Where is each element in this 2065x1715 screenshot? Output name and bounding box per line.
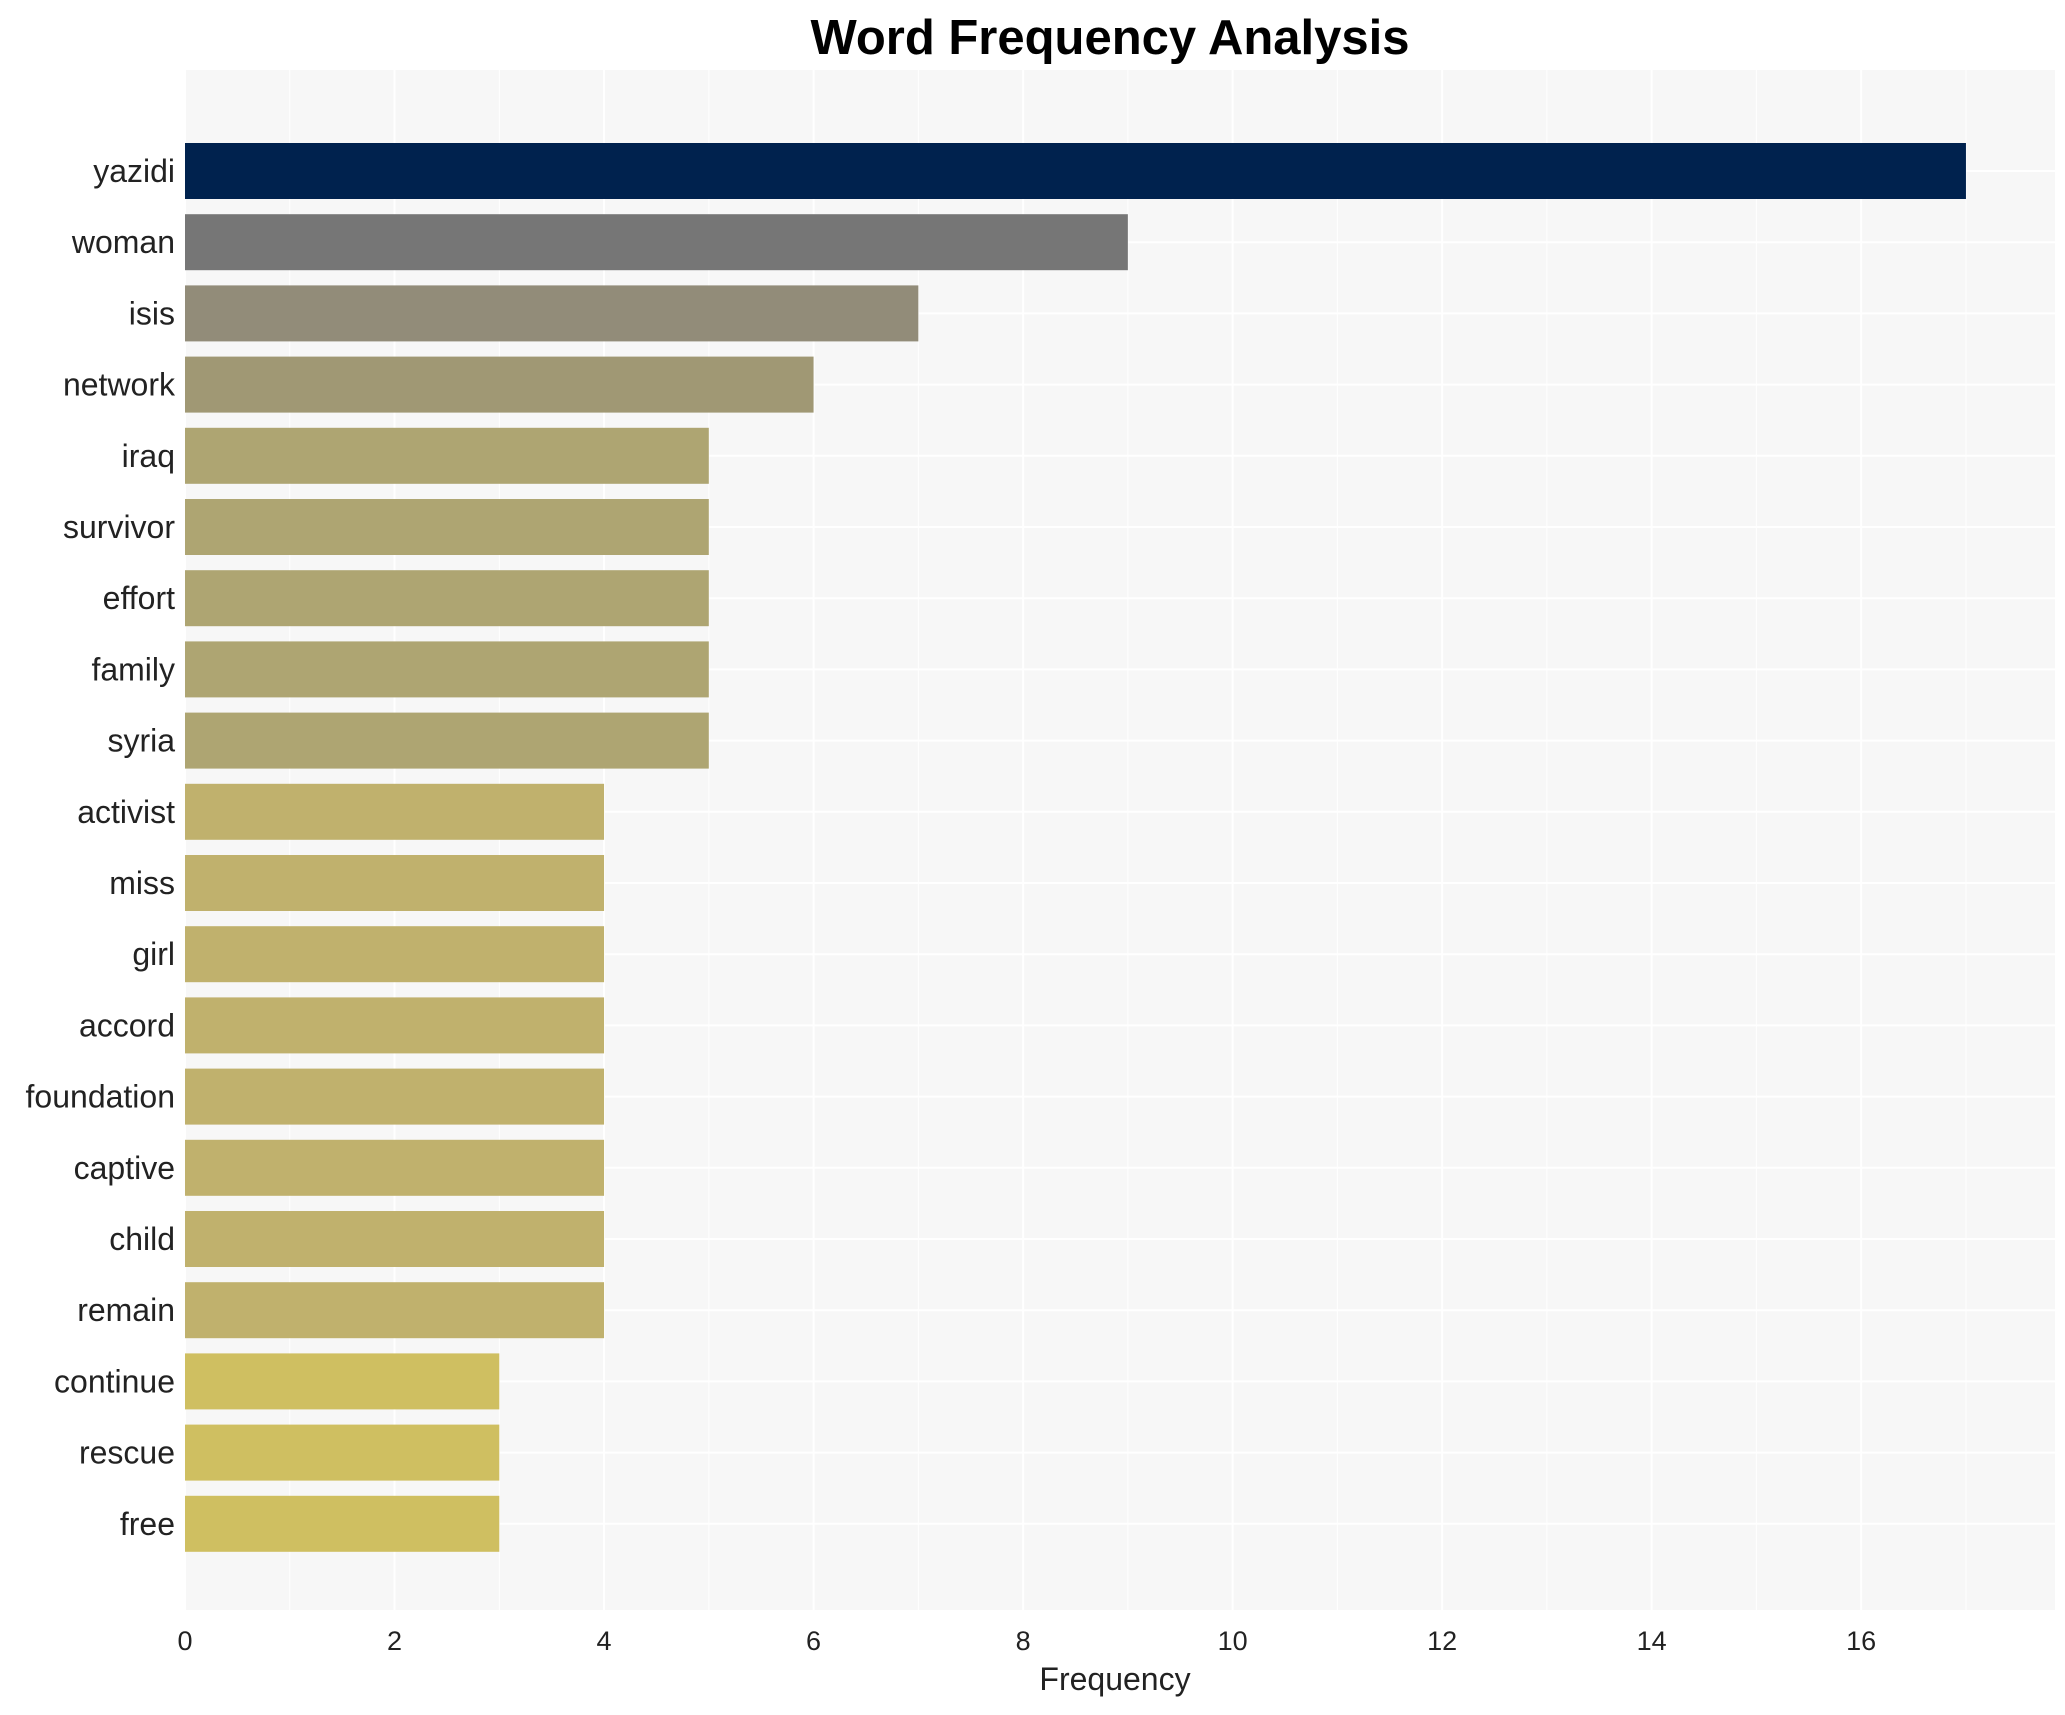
bar-continue: [185, 1353, 500, 1410]
category-label: effort: [103, 580, 175, 616]
bar-activist: [185, 783, 605, 840]
category-label: yazidi: [93, 153, 175, 189]
chart-title: Word Frequency Analysis: [810, 11, 1409, 65]
category-label: network: [63, 367, 176, 403]
category-label: woman: [71, 224, 175, 260]
bar-survivor: [185, 499, 709, 555]
x-tick-label: 4: [597, 1626, 612, 1656]
x-tick-label: 16: [1846, 1626, 1876, 1656]
x-tick-label: 12: [1427, 1626, 1457, 1656]
bar-family: [185, 641, 709, 698]
category-label: child: [109, 1221, 175, 1257]
x-tick-label: 2: [387, 1626, 402, 1656]
x-tick-label: 0: [177, 1626, 192, 1656]
category-label: miss: [109, 865, 175, 901]
category-label: captive: [74, 1150, 175, 1186]
category-label: rescue: [79, 1435, 175, 1471]
bar-foundation: [185, 1068, 605, 1125]
category-label: activist: [77, 794, 175, 830]
bar-girl: [185, 926, 605, 983]
category-label: iraq: [122, 438, 175, 474]
bar-free: [185, 1495, 500, 1552]
category-label: continue: [54, 1363, 175, 1399]
bar-rescue: [185, 1424, 500, 1481]
bar-remain: [185, 1282, 605, 1339]
x-tick-label: 14: [1637, 1626, 1667, 1656]
bar-network: [185, 356, 814, 413]
category-label: girl: [132, 936, 175, 972]
x-tick-label: 10: [1218, 1626, 1248, 1656]
category-label: survivor: [63, 509, 175, 545]
bar-woman: [185, 214, 1128, 271]
bar-miss: [185, 855, 605, 911]
category-label: family: [91, 651, 175, 687]
x-tick-label: 6: [806, 1626, 821, 1656]
category-label: syria: [107, 723, 175, 759]
bar-isis: [185, 285, 919, 342]
x-axis-title: Frequency: [1039, 1661, 1190, 1697]
x-tick-labels: 0 2 4 6 8 10 12 14 16: [177, 1626, 1876, 1656]
bar-captive: [185, 1139, 605, 1196]
bar-yazidi: [185, 143, 1966, 199]
category-label: free: [120, 1506, 175, 1542]
bar-iraq: [185, 427, 709, 484]
category-label: remain: [77, 1292, 175, 1328]
category-label: isis: [129, 295, 175, 331]
x-tick-label: 8: [1016, 1626, 1031, 1656]
bar-syria: [185, 712, 709, 769]
category-label: foundation: [26, 1079, 175, 1115]
bars: [185, 143, 1966, 1552]
bar-child: [185, 1211, 605, 1267]
bar-effort: [185, 570, 709, 627]
category-label: accord: [79, 1007, 175, 1043]
category-labels: yazidi woman isis network iraq survivor effort…: [26, 153, 176, 1542]
bar-accord: [185, 997, 605, 1054]
